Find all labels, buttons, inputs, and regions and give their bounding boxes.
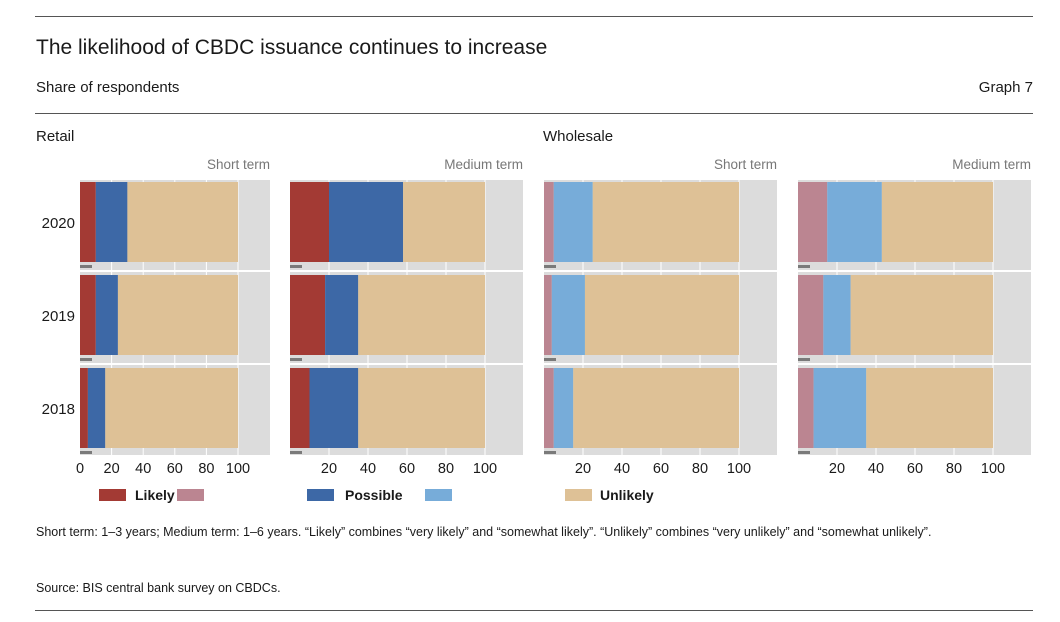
footnote-terms: Short term: 1–3 years; Medium term: 1–6 … bbox=[36, 525, 932, 539]
chart-title: The likelihood of CBDC issuance continue… bbox=[36, 36, 548, 59]
bar-unlikely-2019 bbox=[584, 275, 739, 355]
x-tick-label: 60 bbox=[399, 461, 415, 477]
header-rule bbox=[35, 113, 1033, 114]
bar-possible-2018 bbox=[309, 368, 359, 448]
bar-unlikely-2020 bbox=[592, 182, 739, 262]
year-label-2018: 2018 bbox=[42, 401, 75, 418]
row-marker bbox=[798, 358, 810, 361]
bar-unlikely-2019 bbox=[358, 275, 485, 355]
legend-swatch-possible bbox=[425, 489, 452, 501]
top-rule bbox=[35, 16, 1033, 17]
bar-likely-2019 bbox=[544, 275, 552, 355]
bar-likely-2019 bbox=[798, 275, 824, 355]
bar-possible-2019 bbox=[95, 275, 118, 355]
bar-possible-2020 bbox=[553, 182, 593, 262]
legend-swatch-likely bbox=[99, 489, 126, 501]
bar-possible-2019 bbox=[325, 275, 359, 355]
bar-unlikely-2020 bbox=[127, 182, 238, 262]
x-tick-label: 20 bbox=[575, 461, 591, 477]
bar-unlikely-2019 bbox=[850, 275, 993, 355]
bar-likely-2020 bbox=[290, 182, 329, 262]
bar-possible-2020 bbox=[329, 182, 404, 262]
row-marker bbox=[80, 265, 92, 268]
row-marker bbox=[80, 451, 92, 454]
panel-term-label: Medium term bbox=[444, 157, 523, 172]
bar-possible-2020 bbox=[95, 182, 128, 262]
x-tick-label: 20 bbox=[104, 461, 120, 477]
section-title-retail: Retail bbox=[36, 128, 75, 145]
x-tick-label: 40 bbox=[360, 461, 376, 477]
x-tick-label: 80 bbox=[692, 461, 708, 477]
panel-term-label: Short term bbox=[714, 157, 777, 172]
bar-unlikely-2018 bbox=[573, 368, 739, 448]
bar-likely-2019 bbox=[290, 275, 326, 355]
footnote-source: Source: BIS central bank survey on CBDCs… bbox=[36, 581, 281, 595]
section-title-wholesale: Wholesale bbox=[543, 128, 614, 145]
row-marker bbox=[544, 265, 556, 268]
bar-unlikely-2020 bbox=[881, 182, 993, 262]
legend-swatch-possible bbox=[307, 489, 334, 501]
x-tick-label: 60 bbox=[907, 461, 923, 477]
chart-area: Short term 2020 2019 2018 0 20 40 60 80 100 Medium… bbox=[42, 157, 1031, 503]
legend-label-possible: Possible bbox=[345, 487, 403, 503]
row-marker bbox=[544, 358, 556, 361]
bar-unlikely-2019 bbox=[117, 275, 238, 355]
bar-unlikely-2018 bbox=[866, 368, 993, 448]
bar-likely-2018 bbox=[798, 368, 814, 448]
legend-swatch-unlikely bbox=[565, 489, 592, 501]
x-tick-label: 100 bbox=[473, 461, 497, 477]
x-tick-label: 100 bbox=[981, 461, 1005, 477]
bottom-rule bbox=[35, 610, 1033, 611]
x-tick-label: 20 bbox=[321, 461, 337, 477]
graph-number-label: Graph 7 bbox=[978, 79, 1033, 96]
x-tick-label: 100 bbox=[727, 461, 751, 477]
bar-likely-2019 bbox=[80, 275, 96, 355]
legend-label-likely: Likely bbox=[135, 487, 175, 503]
x-tick-label: 40 bbox=[135, 461, 151, 477]
x-tick-label: 0 bbox=[76, 461, 84, 477]
bar-unlikely-2018 bbox=[358, 368, 485, 448]
legend-swatch-likely bbox=[177, 489, 204, 501]
bar-likely-2018 bbox=[544, 368, 554, 448]
row-marker bbox=[544, 451, 556, 454]
row-marker bbox=[80, 358, 92, 361]
bar-likely-2020 bbox=[544, 182, 554, 262]
x-tick-label: 80 bbox=[946, 461, 962, 477]
chart-subtitle: Share of respondents bbox=[36, 79, 180, 96]
legend-label-unlikely: Unlikely bbox=[600, 487, 654, 503]
row-marker bbox=[798, 451, 810, 454]
x-tick-label: 60 bbox=[653, 461, 669, 477]
x-tick-label: 60 bbox=[167, 461, 183, 477]
bar-possible-2018 bbox=[553, 368, 574, 448]
bar-possible-2018 bbox=[87, 368, 106, 448]
bar-unlikely-2020 bbox=[403, 182, 485, 262]
year-label-2020: 2020 bbox=[42, 215, 75, 232]
bar-possible-2018 bbox=[813, 368, 867, 448]
bar-likely-2018 bbox=[290, 368, 310, 448]
bar-likely-2020 bbox=[80, 182, 96, 262]
bar-possible-2020 bbox=[827, 182, 882, 262]
bar-possible-2019 bbox=[823, 275, 851, 355]
x-tick-label: 80 bbox=[438, 461, 454, 477]
x-tick-label: 100 bbox=[226, 461, 250, 477]
bar-possible-2019 bbox=[551, 275, 585, 355]
bar-likely-2018 bbox=[80, 368, 88, 448]
x-tick-label: 40 bbox=[868, 461, 884, 477]
row-marker bbox=[290, 265, 302, 268]
x-tick-label: 80 bbox=[198, 461, 214, 477]
year-label-2019: 2019 bbox=[42, 308, 75, 325]
bar-likely-2020 bbox=[798, 182, 828, 262]
bar-unlikely-2018 bbox=[105, 368, 238, 448]
panel-term-label: Short term bbox=[207, 157, 270, 172]
panel-term-label: Medium term bbox=[952, 157, 1031, 172]
row-marker bbox=[290, 451, 302, 454]
x-tick-label: 20 bbox=[829, 461, 845, 477]
row-marker bbox=[290, 358, 302, 361]
x-tick-label: 40 bbox=[614, 461, 630, 477]
row-marker bbox=[798, 265, 810, 268]
